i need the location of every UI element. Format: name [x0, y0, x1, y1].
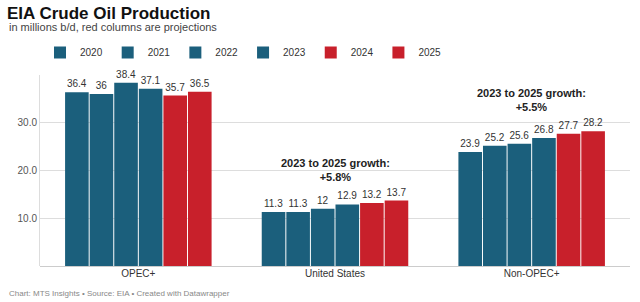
svg-text:United States: United States: [305, 268, 365, 279]
svg-text:36: 36: [96, 80, 108, 91]
svg-text:12.9: 12.9: [337, 190, 357, 201]
svg-text:28.2: 28.2: [583, 117, 603, 128]
svg-text:25.6: 25.6: [509, 130, 529, 141]
svg-text:EIA Crude Oil Production: EIA Crude Oil Production: [7, 4, 210, 23]
svg-text:30.0: 30.0: [18, 117, 38, 128]
svg-text:Chart: MTS Insights • Source:: Chart: MTS Insights • Source: EIA • Crea…: [9, 289, 230, 298]
svg-text:12: 12: [317, 195, 329, 206]
svg-text:2023 to 2025 growth:+5.5%: 2023 to 2025 growth:+5.5%: [477, 87, 586, 113]
svg-text:10.0: 10.0: [18, 213, 38, 224]
svg-text:36.5: 36.5: [190, 78, 210, 89]
svg-text:2023: 2023: [283, 47, 306, 58]
svg-text:13.2: 13.2: [362, 189, 382, 200]
svg-text:35.7: 35.7: [165, 82, 185, 93]
svg-text:13.7: 13.7: [387, 187, 407, 198]
svg-text:23.9: 23.9: [460, 138, 480, 149]
svg-text:26.8: 26.8: [534, 124, 554, 135]
svg-text:25.2: 25.2: [485, 132, 505, 143]
svg-text:36.4: 36.4: [67, 78, 87, 89]
svg-text:2021: 2021: [148, 47, 171, 58]
svg-text:OPEC+: OPEC+: [121, 268, 155, 279]
svg-text:37.1: 37.1: [141, 75, 161, 86]
svg-text:2023 to 2025 growth:+5.8%: 2023 to 2025 growth:+5.8%: [281, 157, 390, 183]
svg-text:11.3: 11.3: [264, 198, 283, 209]
svg-text:20.0: 20.0: [18, 165, 38, 176]
svg-text:2020: 2020: [80, 47, 103, 58]
svg-text:27.7: 27.7: [559, 120, 579, 131]
svg-text:2022: 2022: [215, 47, 238, 58]
svg-text:38.4: 38.4: [116, 69, 136, 80]
svg-text:Non-OPEC+: Non-OPEC+: [504, 268, 560, 279]
svg-text:2024: 2024: [351, 47, 374, 58]
svg-text:11.3: 11.3: [289, 198, 308, 209]
svg-text:2025: 2025: [418, 47, 441, 58]
svg-text:in millions b/d, red columns a: in millions b/d, red columns are project…: [9, 21, 217, 33]
